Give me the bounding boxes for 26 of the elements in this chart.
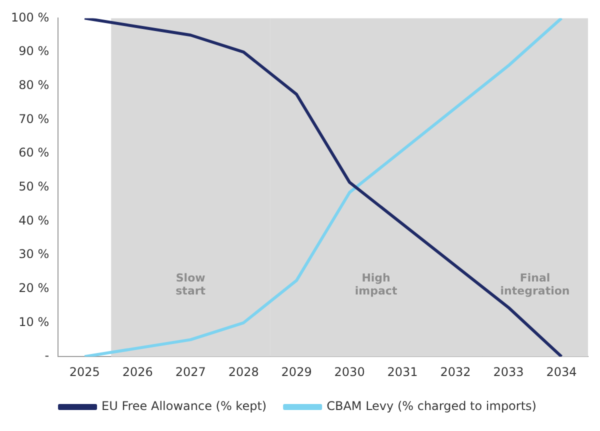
band-label: Slow start xyxy=(176,272,206,298)
y-tick-label: 60 % xyxy=(18,146,50,160)
x-tick-label: 2029 xyxy=(281,364,312,379)
legend-label: EU Free Allowance (% kept) xyxy=(102,399,267,414)
x-tick-label: 2032 xyxy=(440,364,471,379)
y-tick-label: 80 % xyxy=(18,78,50,92)
y-tick-label: 30 % xyxy=(18,247,50,262)
band-label: Final integration xyxy=(500,272,570,298)
band-label: High impact xyxy=(354,272,398,298)
x-tick-label: 2031 xyxy=(387,364,418,379)
y-tick-label: 90 % xyxy=(18,44,50,58)
x-tick-label: 2033 xyxy=(493,364,524,379)
y-tick-label: - xyxy=(44,348,50,363)
y-tick-label: 100 % xyxy=(10,10,50,24)
y-tick-label: 70 % xyxy=(18,112,50,126)
x-tick-label: 2026 xyxy=(122,364,153,379)
x-tick-label: 2030 xyxy=(334,364,365,379)
legend-label: CBAM Levy (% charged to imports) xyxy=(326,399,536,414)
y-tick-label: 40 % xyxy=(18,213,50,228)
y-tick-label: 10 % xyxy=(18,314,50,329)
x-tick-label: 2025 xyxy=(69,364,100,379)
y-tick-label: 20 % xyxy=(18,281,50,296)
y-tick-label: 50 % xyxy=(18,180,50,194)
x-tick-label: 2028 xyxy=(228,364,259,379)
x-tick-label: 2027 xyxy=(175,364,206,379)
x-tick-label: 2034 xyxy=(546,364,577,379)
